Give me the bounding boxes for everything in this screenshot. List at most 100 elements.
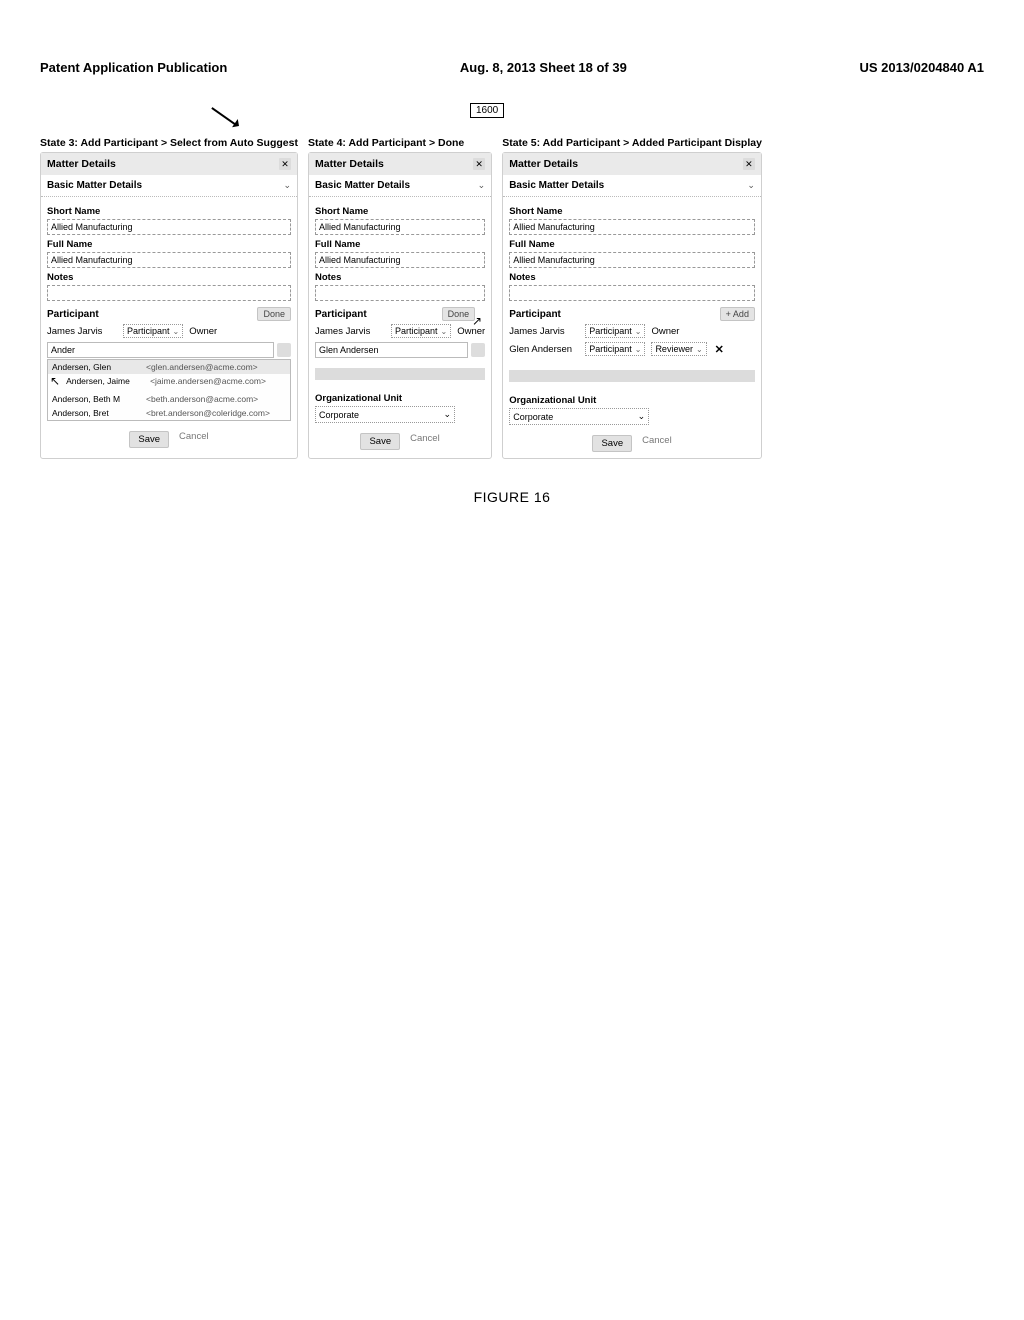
close-icon[interactable]: ✕ (279, 158, 291, 170)
short-name-label: Short Name (509, 206, 755, 217)
section-separator (509, 370, 755, 382)
state5-panel: Matter Details ✕ Basic Matter Details ⌄ … (502, 152, 762, 459)
suggest-row[interactable]: Andersen, Glen <glen.andersen@acme.com> (48, 360, 290, 374)
participant-name: James Jarvis (315, 326, 385, 337)
participant-label: Participant (315, 309, 367, 320)
full-name-input[interactable] (509, 252, 755, 268)
suggest-email: <jaime.andersen@acme.com> (150, 376, 266, 390)
participant-name: James Jarvis (47, 326, 117, 337)
matter-details-label: Matter Details (315, 158, 384, 170)
chevron-down-icon: ⌄ (635, 345, 642, 354)
suggest-row[interactable]: Anderson, Beth M <beth.anderson@acme.com… (48, 392, 290, 406)
save-button[interactable]: Save (592, 435, 632, 452)
participant-row-1: James Jarvis Participant ⌄ Owner (315, 324, 485, 338)
basic-matter-label: Basic Matter Details (509, 180, 604, 191)
cancel-button[interactable]: Cancel (179, 431, 209, 448)
form-body: Short Name Full Name Notes Participant D… (309, 197, 491, 360)
footer-buttons: Save Cancel (309, 433, 491, 450)
basic-matter-header[interactable]: Basic Matter Details ⌄ (41, 175, 297, 197)
full-name-label: Full Name (315, 239, 485, 250)
owner-role-label: Owner (189, 326, 217, 337)
short-name-input[interactable] (47, 219, 291, 235)
participant-label: Participant (509, 309, 561, 320)
chevron-down-icon: ⌄ (696, 345, 703, 354)
org-section: Organizational Unit Corporate ⌄ (309, 384, 491, 425)
cursor-icon: ↖ (472, 314, 482, 328)
hdr-mid: Aug. 8, 2013 Sheet 18 of 39 (460, 60, 627, 75)
org-unit-select[interactable]: Corporate ⌄ (315, 406, 455, 423)
remove-participant-icon[interactable]: ✕ (715, 343, 724, 356)
full-name-label: Full Name (47, 239, 291, 250)
suggest-email: <bret.anderson@coleridge.com> (146, 408, 270, 418)
notes-label: Notes (509, 272, 755, 283)
org-unit-label: Organizational Unit (509, 395, 755, 406)
reference-callout: 1600 (40, 103, 984, 131)
panels-row: State 3: Add Participant > Select from A… (40, 137, 984, 459)
reference-arrow (212, 107, 234, 129)
save-button[interactable]: Save (360, 433, 400, 450)
person-picker-icon[interactable] (277, 343, 291, 357)
chevron-down-icon: ⌄ (638, 411, 646, 422)
figure-label: FIGURE 16 (40, 489, 984, 505)
short-name-input[interactable] (315, 219, 485, 235)
participant-name: James Jarvis (509, 326, 579, 337)
role-select[interactable]: Participant ⌄ (585, 342, 645, 356)
person-picker-icon[interactable] (471, 343, 485, 357)
basic-matter-header[interactable]: Basic Matter Details ⌄ (309, 175, 491, 197)
autosuggest-dropdown: Andersen, Glen <glen.andersen@acme.com> … (47, 359, 291, 421)
matter-details-label: Matter Details (509, 158, 578, 170)
chevron-down-icon: ⌄ (283, 180, 291, 191)
short-name-label: Short Name (47, 206, 291, 217)
role-select[interactable]: Participant ⌄ (391, 324, 451, 338)
suggest-row[interactable]: ↖ Andersen, Jaime <jaime.andersen@acme.c… (48, 374, 290, 392)
participant-row-2: Glen Andersen Participant ⌄ Reviewer ⌄ ✕ (509, 342, 755, 356)
chevron-down-icon: ⌄ (635, 327, 642, 336)
footer-buttons: Save Cancel (503, 435, 761, 452)
org-section: Organizational Unit Corporate ⌄ (503, 386, 761, 427)
participant-search-row (47, 342, 291, 358)
role2-select[interactable]: Reviewer ⌄ (651, 342, 706, 356)
org-unit-value: Corporate (513, 412, 553, 422)
role-value: Participant (589, 344, 632, 354)
save-button[interactable]: Save (129, 431, 169, 448)
notes-input[interactable] (509, 285, 755, 301)
role-select[interactable]: Participant ⌄ (585, 324, 645, 338)
matter-header: Matter Details ✕ (309, 153, 491, 175)
matter-header: Matter Details ✕ (41, 153, 297, 175)
add-button[interactable]: + Add (720, 307, 755, 321)
participant-row-1: James Jarvis Participant ⌄ Owner (47, 324, 291, 338)
state5-wrap: State 5: Add Participant > Added Partici… (502, 137, 762, 459)
state3-wrap: State 3: Add Participant > Select from A… (40, 137, 298, 459)
notes-input[interactable] (315, 285, 485, 301)
close-icon[interactable]: ✕ (473, 158, 485, 170)
org-unit-select[interactable]: Corporate ⌄ (509, 408, 649, 425)
suggest-name: Andersen, Glen (52, 362, 142, 372)
hdr-left: Patent Application Publication (40, 60, 227, 75)
close-icon[interactable]: ✕ (743, 158, 755, 170)
chevron-down-icon: ⌄ (441, 327, 448, 336)
full-name-input[interactable] (315, 252, 485, 268)
notes-input[interactable] (47, 285, 291, 301)
basic-matter-label: Basic Matter Details (47, 180, 142, 191)
done-button[interactable]: Done (257, 307, 291, 321)
participant-search-row (315, 342, 485, 358)
state3-panel: Matter Details ✕ Basic Matter Details ⌄ … (40, 152, 298, 459)
suggest-name: Anderson, Bret (52, 408, 142, 418)
short-name-input[interactable] (509, 219, 755, 235)
participant-search-input[interactable] (47, 342, 274, 358)
role2-value: Reviewer (655, 344, 693, 354)
full-name-input[interactable] (47, 252, 291, 268)
done-button[interactable]: Done (442, 307, 476, 321)
cancel-button[interactable]: Cancel (410, 433, 440, 450)
cancel-button[interactable]: Cancel (642, 435, 672, 452)
matter-header: Matter Details ✕ (503, 153, 761, 175)
suggest-email: <beth.anderson@acme.com> (146, 394, 258, 404)
form-body: Short Name Full Name Notes Participant +… (503, 197, 761, 362)
suggest-row[interactable]: Anderson, Bret <bret.anderson@coleridge.… (48, 406, 290, 420)
participant-search-input[interactable] (315, 342, 468, 358)
basic-matter-header[interactable]: Basic Matter Details ⌄ (503, 175, 761, 197)
state5-title: State 5: Add Participant > Added Partici… (502, 137, 762, 149)
role-select[interactable]: Participant ⌄ (123, 324, 183, 338)
org-unit-value: Corporate (319, 410, 359, 420)
org-unit-label: Organizational Unit (315, 393, 485, 404)
